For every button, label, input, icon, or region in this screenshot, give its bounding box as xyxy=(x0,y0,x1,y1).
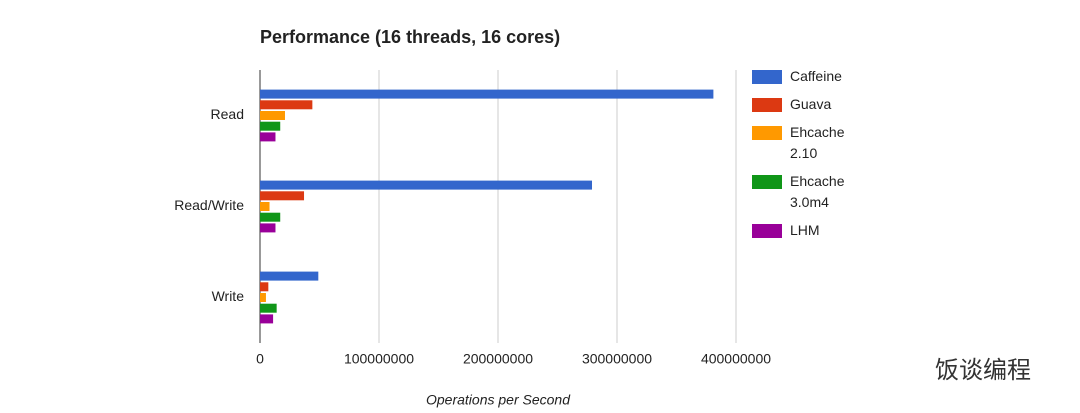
bar xyxy=(260,100,313,110)
legend-label: Ehcache 2.10 xyxy=(790,124,845,161)
bar xyxy=(260,223,276,233)
y-tick-label: Read xyxy=(211,106,244,122)
bar xyxy=(260,89,714,99)
bar xyxy=(260,180,593,190)
legend-item: Guava xyxy=(752,96,860,115)
bar xyxy=(260,121,281,131)
legend-swatch xyxy=(752,175,782,189)
bar xyxy=(260,212,281,222)
bar xyxy=(260,303,277,313)
legend-swatch xyxy=(752,98,782,112)
watermark: 饭谈编程 xyxy=(935,356,1031,384)
x-tick-label: 400000000 xyxy=(701,351,771,367)
legend-swatch xyxy=(752,224,782,238)
legend-label: Caffeine xyxy=(790,68,842,84)
bar xyxy=(260,191,305,201)
legend: Caffeine Guava Ehcache 2.10 Ehcache 3.0m4 LH… xyxy=(752,68,860,250)
legend-item: Caffeine xyxy=(752,68,860,87)
chart-title: Performance (16 threads, 16 cores) xyxy=(260,27,560,47)
bar xyxy=(260,314,274,324)
bar xyxy=(260,271,319,281)
y-tick-label: Read/Write xyxy=(174,197,244,213)
legend-swatch xyxy=(752,126,782,140)
bar xyxy=(260,132,276,142)
x-tick-label: 0 xyxy=(256,351,264,367)
bar xyxy=(260,111,285,120)
bar xyxy=(260,202,270,211)
x-tick-label: 100000000 xyxy=(344,351,414,367)
x-tick-label: 300000000 xyxy=(582,351,652,367)
legend-item: Ehcache 3.0m4 xyxy=(752,173,860,213)
y-tick-label: Write xyxy=(212,288,245,304)
legend-label: Ehcache 3.0m4 xyxy=(790,173,845,210)
legend-item: Ehcache 2.10 xyxy=(752,124,860,164)
legend-swatch xyxy=(752,70,782,84)
bar xyxy=(260,282,269,292)
legend-label: LHM xyxy=(790,222,820,238)
legend-item: LHM xyxy=(752,222,860,241)
legend-label: Guava xyxy=(790,96,832,112)
bar xyxy=(260,293,266,302)
x-tick-label: 200000000 xyxy=(463,351,533,367)
x-axis-title: Operations per Second xyxy=(426,392,571,408)
